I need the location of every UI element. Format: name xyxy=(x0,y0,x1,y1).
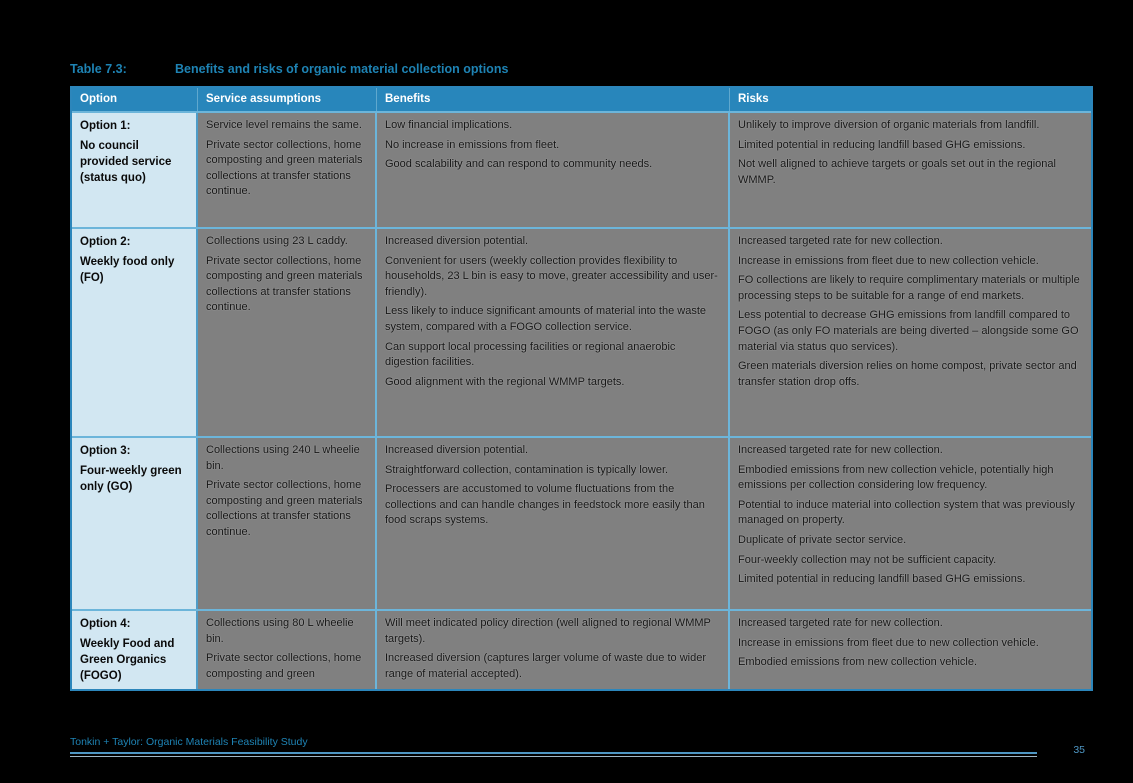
benefits-cell: Low financial implications. No increase i… xyxy=(377,113,730,227)
cell-paragraph: Unlikely to improve diversion of organic… xyxy=(738,119,1040,131)
table-row: Option 3: Four-weekly green only (GO) Coll… xyxy=(72,436,1091,609)
table-row: Option 4: Weekly Food and Green Organics … xyxy=(72,609,1091,689)
service-assumptions-cell: Service level remains the same. Private s… xyxy=(198,113,377,227)
table-header-row: Option Service assumptions Benefits Risk… xyxy=(72,88,1091,111)
option-cell: Option 2: Weekly food only (FO) xyxy=(72,229,198,436)
cell-paragraph: Good scalability and can respond to comm… xyxy=(385,158,653,171)
table-row: Option 2: Weekly food only (FO) Collection… xyxy=(72,227,1091,436)
cell-paragraph: Processers are accustomed to volume fluc… xyxy=(385,483,705,527)
footer-rule xyxy=(70,752,1037,757)
cell-paragraph: Collections using 23 L caddy. xyxy=(206,235,348,247)
option-subtitle: No council provided service (status quo) xyxy=(80,140,172,185)
cell-paragraph: FO collections are likely to require com… xyxy=(738,274,1080,302)
benefits-cell: Increased diversion potential. Straightfo… xyxy=(377,438,730,609)
cell-paragraph: Less potential to decrease GHG emissions… xyxy=(738,309,1079,353)
cell-paragraph: Service level remains the same. xyxy=(206,119,362,131)
cell-paragraph: Less likely to induce significant amount… xyxy=(385,305,706,334)
option-title: Option 2: xyxy=(80,236,131,248)
cell-paragraph: Straightforward collection, contaminatio… xyxy=(385,463,669,476)
risks-cell: Increased targeted rate for new collecti… xyxy=(730,611,1091,689)
risks-cell: Increased targeted rate for new collecti… xyxy=(730,438,1091,609)
cell-paragraph: Private sector collections, home compost… xyxy=(206,479,363,539)
header-cell-risks: Risks xyxy=(738,93,769,105)
option-subtitle: Weekly Food and Green Organics (FOGO) xyxy=(80,638,175,683)
option-subtitle: Four-weekly green only (GO) xyxy=(80,465,182,494)
cell-paragraph: Limited potential in reducing landfill b… xyxy=(738,573,1026,586)
table-caption-title: Benefits and risks of organic material c… xyxy=(175,62,509,76)
service-assumptions-cell: Collections using 240 L wheelie bin. Priv… xyxy=(198,438,377,609)
cell-paragraph: Collections using 80 L wheelie bin. xyxy=(206,617,354,645)
cell-paragraph: Embodied emissions from new collection v… xyxy=(738,656,978,669)
cell-paragraph: Will meet indicated policy direction (we… xyxy=(385,617,711,645)
service-assumptions-cell: Collections using 80 L wheelie bin. Priva… xyxy=(198,611,377,689)
cell-paragraph: Increased diversion (captures larger vol… xyxy=(385,652,706,680)
option-title: Option 1: xyxy=(80,120,131,132)
cell-paragraph: Green materials diversion relies on home… xyxy=(738,360,1077,388)
option-subtitle: Weekly food only (FO) xyxy=(80,256,175,285)
cell-paragraph: Potential to induce material into collec… xyxy=(738,498,1075,527)
option-cell: Option 3: Four-weekly green only (GO) xyxy=(72,438,198,609)
service-assumptions-cell: Collections using 23 L caddy. Private sec… xyxy=(198,229,377,436)
footer-document-title: Tonkin + Taylor: Organic Materials Feasi… xyxy=(70,736,308,748)
table-body: Option 1: No council provided service (st… xyxy=(72,111,1091,689)
cell-paragraph: Increased targeted rate for new collecti… xyxy=(738,235,943,247)
option-title: Option 3: xyxy=(80,445,131,457)
cell-paragraph: Embodied emissions from new collection v… xyxy=(738,463,1054,492)
cell-paragraph: Private sector collections, home compost… xyxy=(206,254,363,314)
benefits-risks-table: Option Service assumptions Benefits Risk… xyxy=(70,86,1093,691)
cell-paragraph: Duplicate of private sector service. xyxy=(738,534,907,547)
cell-paragraph: Collections using 240 L wheelie bin. xyxy=(206,444,360,472)
cell-paragraph: Increase in emissions from fleet due to … xyxy=(738,254,1039,267)
option-cell: Option 4: Weekly Food and Green Organics … xyxy=(72,611,198,689)
header-cell-benefits: Benefits xyxy=(377,88,730,111)
table-caption-label: Table 7.3: xyxy=(70,62,127,76)
document-page: Table 7.3: Benefits and risks of organic … xyxy=(70,62,1093,691)
cell-paragraph: Not well aligned to achieve targets or g… xyxy=(738,158,1056,186)
cell-paragraph: Private sector collections, home compost… xyxy=(206,138,363,198)
cell-paragraph: Increase in emissions from fleet due to … xyxy=(738,636,1039,649)
header-cell-service-assumptions: Service assumptions xyxy=(198,88,377,111)
cell-paragraph: Limited potential in reducing landfill b… xyxy=(738,138,1026,151)
cell-paragraph: Convenient for users (weekly collection … xyxy=(385,254,718,298)
option-title: Option 4: xyxy=(80,618,131,630)
cell-paragraph: Increased targeted rate for new collecti… xyxy=(738,617,943,629)
header-cell-option: Option xyxy=(72,88,198,111)
option-cell: Option 1: No council provided service (st… xyxy=(72,113,198,227)
table-row: Option 1: No council provided service (st… xyxy=(72,111,1091,227)
cell-paragraph: Low financial implications. xyxy=(385,119,513,131)
table-caption: Table 7.3: Benefits and risks of organic … xyxy=(70,62,1093,76)
footer-left: Tonkin + Taylor: Organic Materials Feasi… xyxy=(70,736,1037,757)
cell-paragraph: Four-weekly collection may not be suffic… xyxy=(738,553,997,566)
cell-paragraph: No increase in emissions from fleet. xyxy=(385,138,560,151)
cell-paragraph: Increased diversion potential. xyxy=(385,235,529,247)
cell-paragraph: Good alignment with the regional WMMP ta… xyxy=(385,375,625,388)
benefits-cell: Increased diversion potential. Convenient… xyxy=(377,229,730,436)
risks-cell: Unlikely to improve diversion of organic… xyxy=(730,113,1091,227)
cell-paragraph: Increased targeted rate for new collecti… xyxy=(738,444,943,456)
page-number: 35 xyxy=(1073,743,1085,756)
benefits-cell: Will meet indicated policy direction (we… xyxy=(377,611,730,689)
cell-paragraph: Private sector collections, home compost… xyxy=(206,652,362,680)
page-footer: Tonkin + Taylor: Organic Materials Feasi… xyxy=(70,736,1093,757)
cell-paragraph: Increased diversion potential. xyxy=(385,444,529,456)
cell-paragraph: Can support local processing facilities … xyxy=(385,340,676,369)
risks-cell: Increased targeted rate for new collecti… xyxy=(730,229,1091,436)
